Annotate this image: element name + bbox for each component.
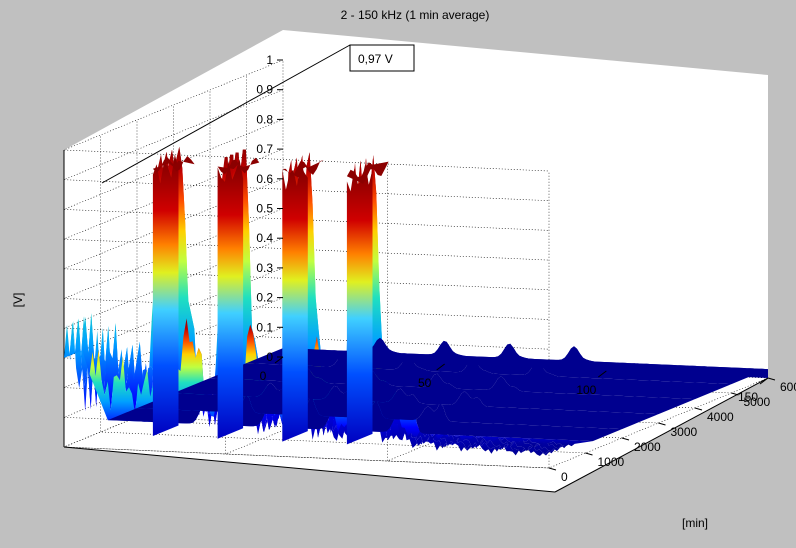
y-tick-label: 5000 bbox=[744, 395, 771, 409]
peak-top bbox=[217, 157, 260, 175]
z-tick-label: 0.8 bbox=[256, 112, 273, 126]
y-tick-label: 2000 bbox=[634, 440, 661, 454]
x-tick-label: 100 bbox=[576, 383, 596, 397]
surface-strip bbox=[137, 382, 659, 430]
z-axis-ticks: 0 0.1 0.2 0.3 0.4 0.5 0.6 0.7 0.8 0.9 1 bbox=[256, 53, 283, 364]
y-tick-label: 4000 bbox=[707, 410, 734, 424]
z-axis-label: [V] bbox=[11, 293, 25, 308]
y-tick-label: 3000 bbox=[671, 425, 698, 439]
z-tick-label: 0.6 bbox=[256, 172, 273, 186]
peak-ridge bbox=[152, 154, 179, 436]
z-tick-label: 1 bbox=[266, 53, 273, 67]
y-tick-label: 6000 bbox=[780, 380, 796, 394]
z-tick-label: 0 bbox=[266, 350, 273, 364]
z-tick-label: 0.1 bbox=[256, 320, 273, 334]
z-tick-label: 0.4 bbox=[256, 231, 273, 245]
peak-ridge bbox=[346, 164, 373, 445]
z-tick-label: 0.7 bbox=[256, 142, 273, 156]
x-tick-label: 0 bbox=[260, 369, 267, 383]
y-axis-ticks: 0 1000 2000 3000 4000 5000 6000 bbox=[548, 377, 796, 484]
peak-ridge bbox=[282, 163, 308, 442]
surface-strip bbox=[89, 318, 593, 447]
annotation-line bbox=[101, 44, 351, 184]
back-wall bbox=[283, 30, 768, 378]
x-axis-ticks: 0 50 100 150 bbox=[260, 356, 769, 404]
peak-top bbox=[346, 161, 389, 184]
surface-plot bbox=[64, 146, 768, 456]
y-axis-label: [min] bbox=[682, 516, 708, 530]
peak-ridge bbox=[217, 159, 244, 439]
z-tick-label: 0.5 bbox=[256, 202, 273, 216]
z-tick-label: 0.9 bbox=[256, 83, 273, 97]
z-tick-label: 0.2 bbox=[256, 291, 273, 305]
annotation-label: 0,97 V bbox=[358, 52, 393, 66]
surface-front-edge bbox=[283, 337, 768, 378]
x-tick-label: 50 bbox=[418, 376, 432, 390]
chart-title: 2 - 150 kHz (1 min average) bbox=[341, 8, 490, 22]
y-tick-label: 0 bbox=[561, 470, 568, 484]
axis-box bbox=[63, 150, 769, 493]
z-tick-label: 0.3 bbox=[256, 261, 273, 275]
peak-top bbox=[152, 156, 195, 173]
annotation-box bbox=[349, 44, 415, 72]
surface-strip bbox=[210, 352, 732, 400]
y-tick-label: 1000 bbox=[598, 455, 625, 469]
peak-top bbox=[282, 160, 324, 178]
x-tick-label: 150 bbox=[738, 390, 758, 404]
